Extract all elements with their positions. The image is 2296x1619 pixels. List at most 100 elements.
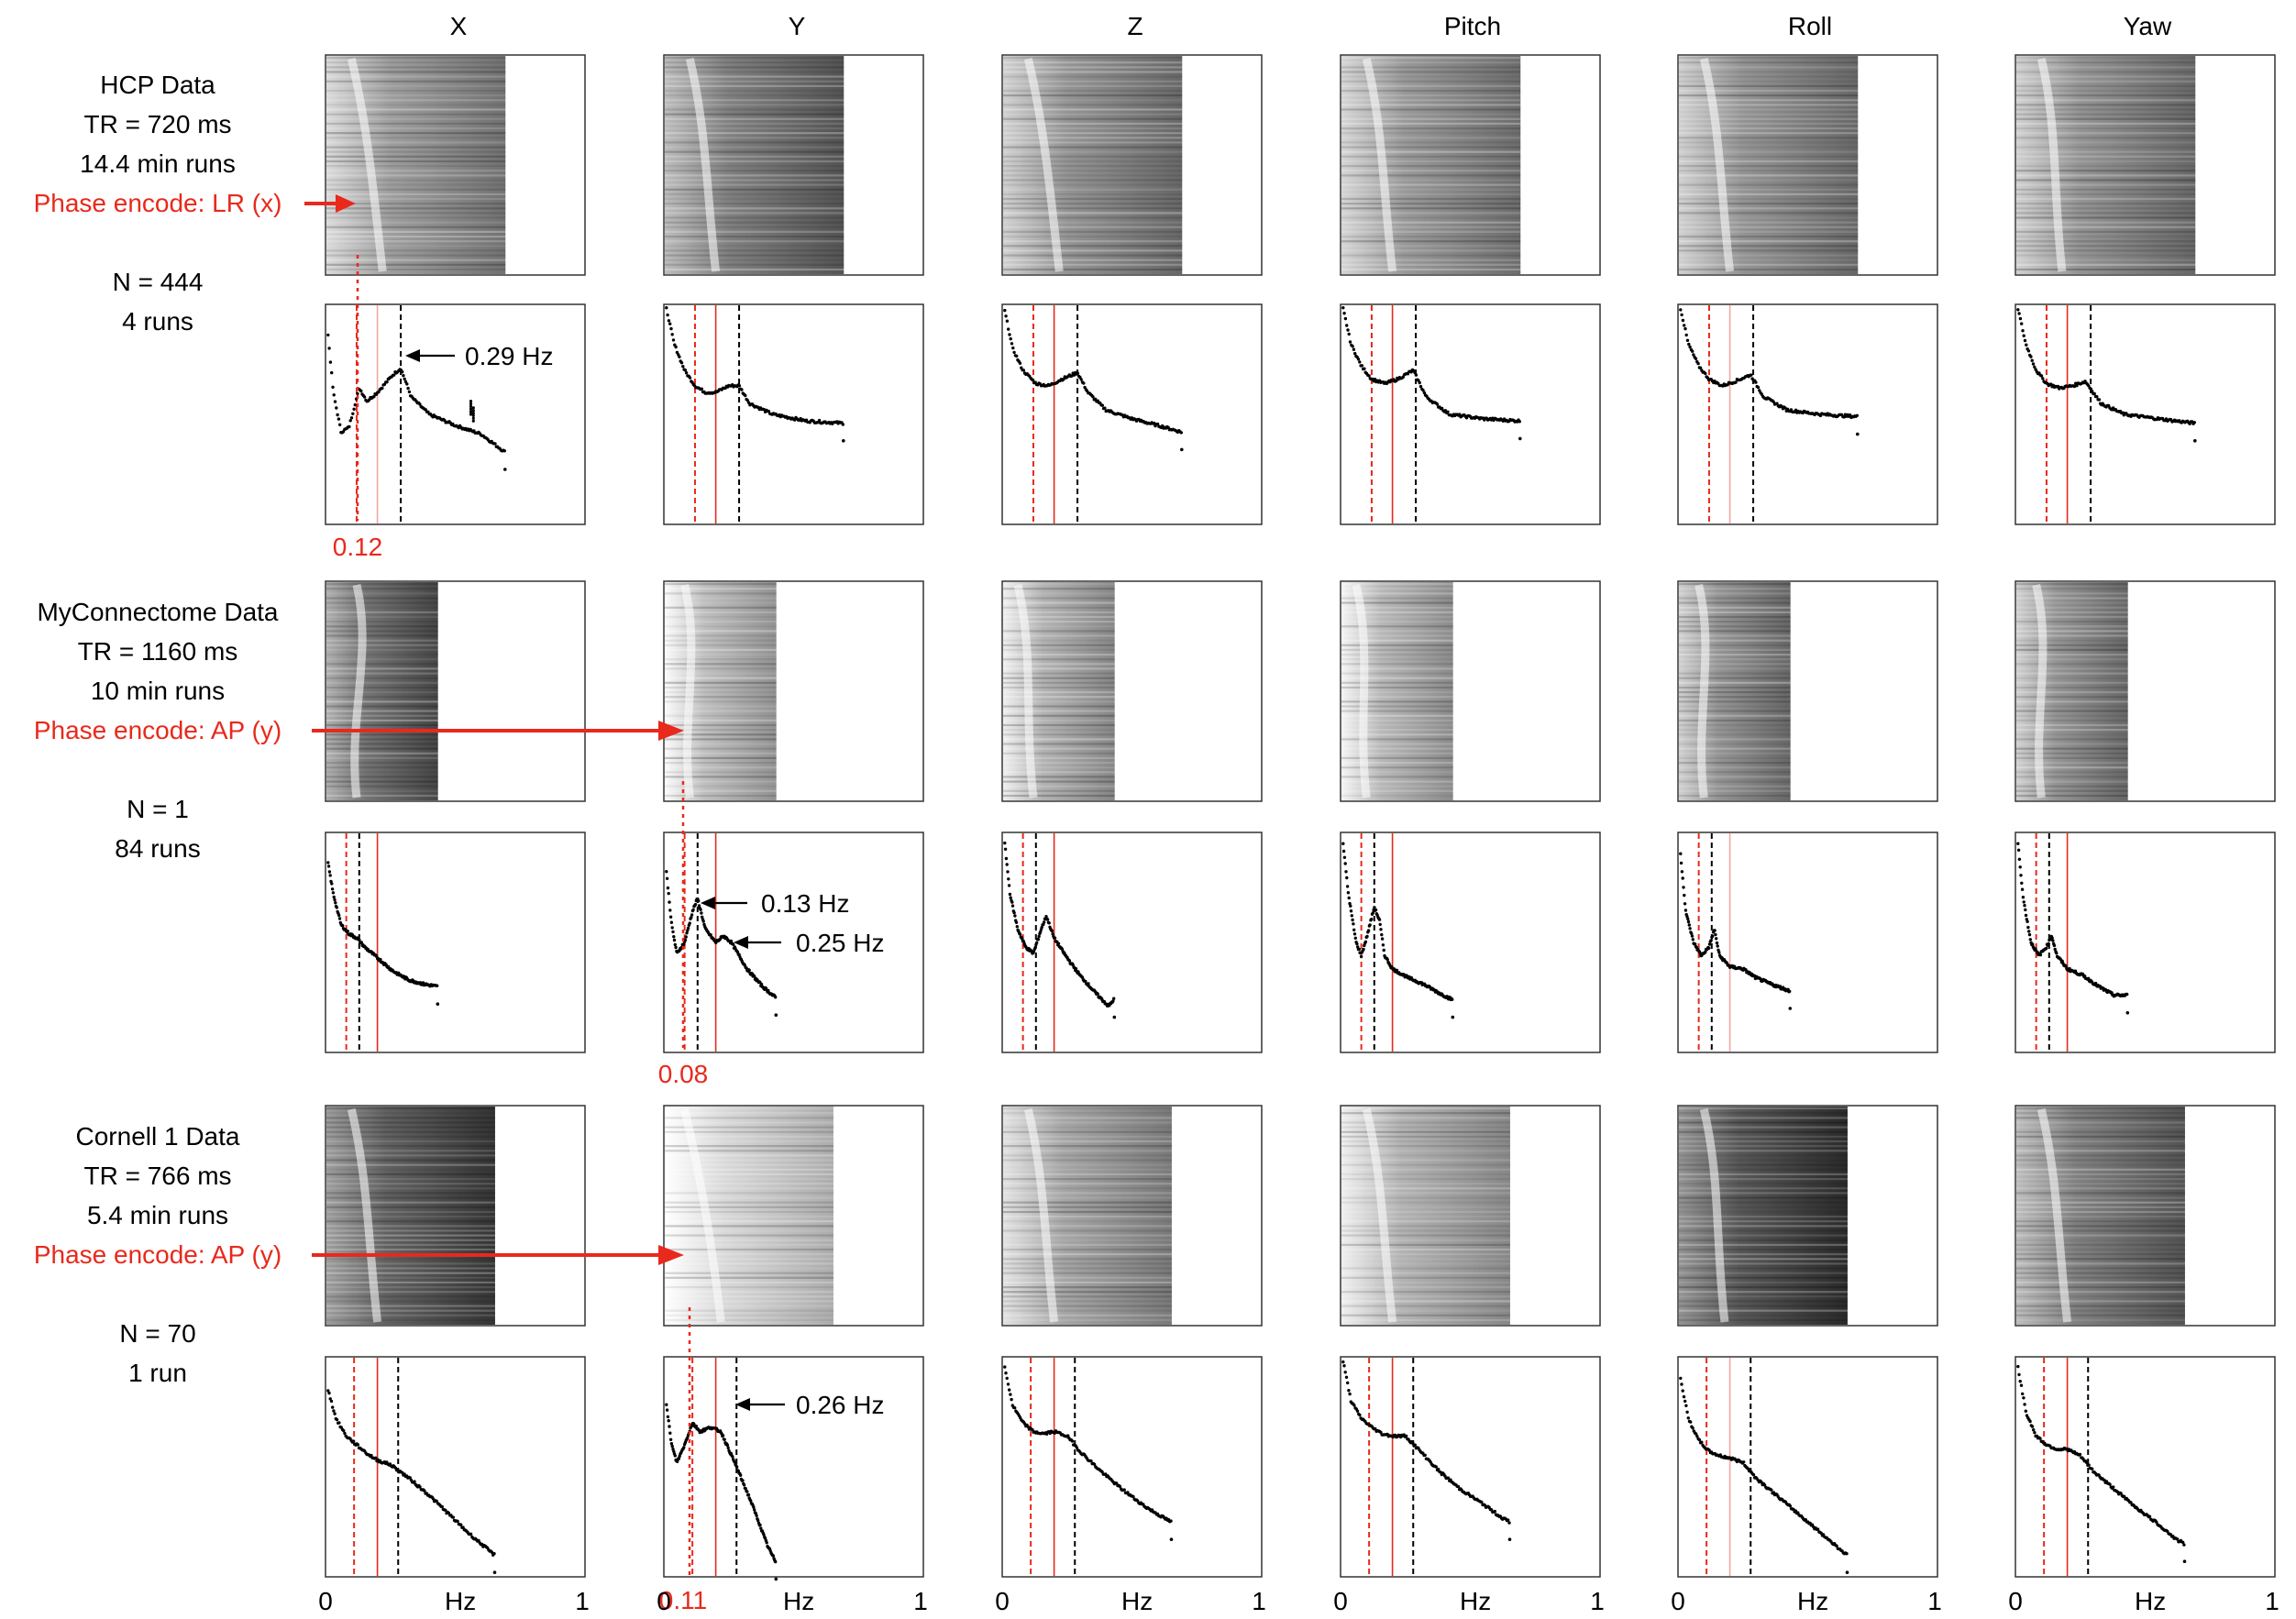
spectrogram-stripe bbox=[665, 108, 844, 111]
spectrogram-stripe bbox=[1679, 137, 1859, 139]
spectrum-point bbox=[1066, 1434, 1070, 1437]
spectrogram-stripe bbox=[1003, 84, 1183, 87]
spectrogram-stripe bbox=[1341, 1234, 1510, 1237]
spectrum-point bbox=[666, 886, 670, 890]
spectrum-point bbox=[2021, 896, 2026, 899]
spectrum-point bbox=[1072, 373, 1076, 377]
spectrogram-stripe bbox=[1003, 94, 1183, 97]
spectrum-point bbox=[2023, 338, 2027, 343]
spectrum-point bbox=[673, 942, 677, 947]
spectrogram-stripe bbox=[665, 1145, 833, 1148]
spectrogram-stripe bbox=[1679, 141, 1859, 144]
column-title-x: X bbox=[450, 12, 468, 40]
spectrum-point bbox=[1681, 318, 1685, 323]
spectrogram-stripe bbox=[665, 634, 777, 637]
spectrum-cornell-z bbox=[1001, 1356, 1263, 1578]
spectrum-point bbox=[490, 1550, 494, 1555]
annotation-arrow-head bbox=[734, 936, 748, 949]
spectrum-point bbox=[418, 1485, 422, 1489]
spectrum-point bbox=[2129, 1501, 2133, 1504]
spectrum-point bbox=[2030, 1425, 2035, 1428]
spectrogram-stripe bbox=[326, 1262, 495, 1265]
spectrogram-stripe bbox=[1341, 1286, 1510, 1289]
spectrogram-stripe bbox=[2016, 207, 2196, 210]
spectrum-point bbox=[1446, 410, 1450, 413]
spectrogram-stripe bbox=[1341, 776, 1453, 778]
spectrogram-stripe bbox=[1679, 1168, 1848, 1171]
spectrum-point bbox=[327, 1391, 331, 1395]
dataset-info-myconnectome: MyConnectome Data TR = 1160 ms 10 min ru… bbox=[34, 598, 281, 863]
arrow-head bbox=[336, 194, 356, 213]
spectrum-point bbox=[762, 408, 766, 412]
spectrum-point bbox=[1342, 312, 1346, 315]
spectrogram-stripe bbox=[2016, 625, 2128, 628]
spectrum-point bbox=[697, 899, 701, 903]
spectrum-frame bbox=[663, 832, 924, 1053]
spectrogram-stripe bbox=[665, 1272, 833, 1274]
spectrum-point bbox=[678, 1454, 681, 1459]
spectrogram-stripe bbox=[665, 686, 777, 689]
spectrogram-stripe bbox=[665, 221, 844, 224]
spectrum-point bbox=[348, 424, 351, 429]
spectrogram-stripe bbox=[1341, 1267, 1510, 1270]
spectrogram-stripe bbox=[326, 71, 506, 73]
spectrogram-stripe bbox=[1341, 84, 1521, 87]
spectrogram-stripe bbox=[1341, 611, 1453, 613]
spectrogram-stripe bbox=[665, 776, 777, 778]
spectrum-hcp-x bbox=[325, 303, 586, 525]
spectrum-point bbox=[1435, 402, 1440, 406]
spectrogram-stripe bbox=[326, 230, 506, 233]
spectrogram-stripe bbox=[1679, 1276, 1848, 1279]
cutoff-label-hcp: 0.12 bbox=[333, 533, 383, 561]
spectrogram-stripe bbox=[1679, 700, 1791, 703]
spectrogram-stripe bbox=[326, 611, 438, 613]
spectrum-point bbox=[2155, 1520, 2158, 1524]
spectrum-point bbox=[469, 413, 473, 416]
spectrogram-hcp-pitch bbox=[1340, 54, 1601, 276]
spectrogram-stripe bbox=[2016, 165, 2196, 168]
spectrogram-stripe bbox=[2016, 75, 2196, 78]
spectrogram-stripe bbox=[1341, 1281, 1510, 1283]
spectrum-point bbox=[326, 1389, 330, 1393]
x-tick-label-1: 1 bbox=[2265, 1587, 2279, 1615]
spectrum-point bbox=[2087, 976, 2091, 981]
spectrum-point bbox=[2147, 1514, 2152, 1518]
spectrogram-stripe bbox=[1003, 1130, 1172, 1133]
spectrogram-stripe bbox=[326, 254, 506, 257]
spectrum-point bbox=[1707, 946, 1711, 951]
phase-encode-arrow-hcp bbox=[304, 194, 356, 213]
spectrogram-stripe bbox=[2016, 1112, 2185, 1115]
spectrum-point bbox=[1373, 378, 1377, 381]
spectrogram-stripe bbox=[1003, 249, 1183, 252]
spectrum-point bbox=[1715, 937, 1718, 941]
spectrogram-stripe bbox=[1003, 221, 1183, 224]
spectrogram-stripe bbox=[1679, 1135, 1848, 1138]
spectrum-point bbox=[774, 996, 778, 999]
spectrum-point bbox=[690, 916, 693, 920]
dataset-run-length: 14.4 min runs bbox=[80, 149, 236, 178]
spectrogram-stripe bbox=[1679, 1267, 1848, 1270]
spectrum-point bbox=[423, 1489, 426, 1492]
spectrogram-stripe bbox=[1003, 75, 1183, 78]
spectrogram-stripe bbox=[1003, 710, 1115, 712]
spectrum-point bbox=[1035, 941, 1039, 945]
spectrum-point bbox=[1126, 1491, 1130, 1494]
spectrogram-stripe bbox=[1003, 663, 1115, 666]
spectrogram-stripe bbox=[665, 89, 844, 93]
spectrogram-stripe bbox=[2016, 57, 2196, 60]
spectrum-point bbox=[1343, 862, 1347, 865]
spectrogram-stripe bbox=[1003, 747, 1115, 750]
peak-annotation-cornell: 0.26 Hz bbox=[735, 1391, 885, 1419]
spectrogram-stripe bbox=[1003, 601, 1115, 604]
spectrum-myconnectome-pitch bbox=[1340, 832, 1601, 1053]
spectrogram-stripe bbox=[1341, 99, 1521, 102]
arrow-head bbox=[658, 721, 684, 741]
spectrogram-stripe bbox=[1679, 61, 1859, 64]
spectrum-point bbox=[1679, 1376, 1683, 1381]
spectrogram-stripe bbox=[1679, 104, 1859, 106]
spectrogram-stripe bbox=[1341, 1305, 1510, 1307]
spectrum-point bbox=[1694, 942, 1697, 946]
spectrogram-stripe bbox=[2016, 672, 2128, 675]
spectrum-point bbox=[352, 407, 356, 411]
spectrogram-stripe bbox=[1341, 174, 1521, 177]
